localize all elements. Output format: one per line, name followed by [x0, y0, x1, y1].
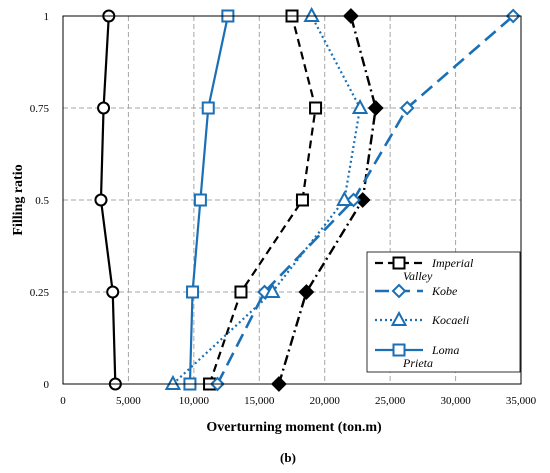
series-line: [172, 15, 362, 385]
data-point-marker: [193, 193, 207, 207]
x-tick-label: 20,000: [310, 395, 341, 407]
legend-label: Imperial: [431, 256, 474, 270]
legend-entry: Kocaeli: [375, 310, 469, 327]
series: [94, 9, 122, 391]
y-tick-labels: 0 0.25 0.5 0.75 1: [30, 11, 50, 391]
data-point-marker: [336, 190, 353, 206]
x-axis-title: Overturning moment (ton.m): [206, 420, 382, 435]
series-line: [208, 15, 317, 385]
x-tick-label: 30,000: [440, 395, 471, 407]
legend-entry: Kobe: [375, 283, 458, 299]
data-point-marker: [164, 374, 182, 390]
data-point-marker: [295, 193, 309, 207]
x-tick-labels: 0 5,000 10,000 15,000 20,000 25,000 30,000 35,0…: [60, 395, 536, 407]
data-point-marker: [97, 101, 111, 115]
data-point-marker: [234, 285, 248, 299]
legend-label-continued: Prieta: [402, 356, 433, 370]
y-tick-label: 0.75: [30, 103, 50, 115]
x-tick-label: 0: [60, 395, 66, 407]
data-point-marker: [303, 6, 320, 22]
x-tick-label: 15,000: [244, 395, 275, 407]
data-point-marker: [391, 283, 407, 299]
data-point-marker: [298, 284, 315, 300]
series: [203, 9, 323, 391]
data-point-marker: [94, 193, 108, 207]
x-tick-label: 10,000: [179, 395, 210, 407]
data-point-marker: [367, 100, 384, 116]
data-point-marker: [399, 100, 415, 116]
x-tick-label: 25,000: [375, 395, 406, 407]
data-point-marker: [201, 101, 215, 115]
legend-label-continued: Valley: [403, 269, 433, 283]
x-tick-label: 5,000: [116, 395, 141, 407]
legend-label: Loma: [431, 343, 459, 357]
data-point-marker: [390, 310, 408, 326]
legend-label: Kocaeli: [431, 313, 469, 327]
y-tick-label: 0.5: [35, 195, 49, 207]
data-point-marker: [392, 343, 406, 357]
data-point-marker: [264, 282, 281, 298]
y-tick-label: 1: [44, 11, 50, 23]
y-tick-label: 0: [44, 379, 50, 391]
y-axis-title: Filling ratio: [11, 164, 26, 235]
legend-label: Kobe: [431, 284, 458, 298]
series-layer: [94, 6, 521, 392]
data-point-marker: [309, 101, 323, 115]
data-point-marker: [392, 256, 406, 270]
x-tick-label: 35,000: [506, 395, 537, 407]
series: [164, 6, 369, 390]
plot-frame: [62, 15, 522, 385]
series: [209, 8, 521, 392]
data-point-marker: [106, 285, 120, 299]
panel-label: (b): [280, 450, 296, 465]
data-point-marker: [351, 98, 369, 114]
y-tick-label: 0.25: [30, 287, 50, 299]
data-point-marker: [186, 285, 200, 299]
